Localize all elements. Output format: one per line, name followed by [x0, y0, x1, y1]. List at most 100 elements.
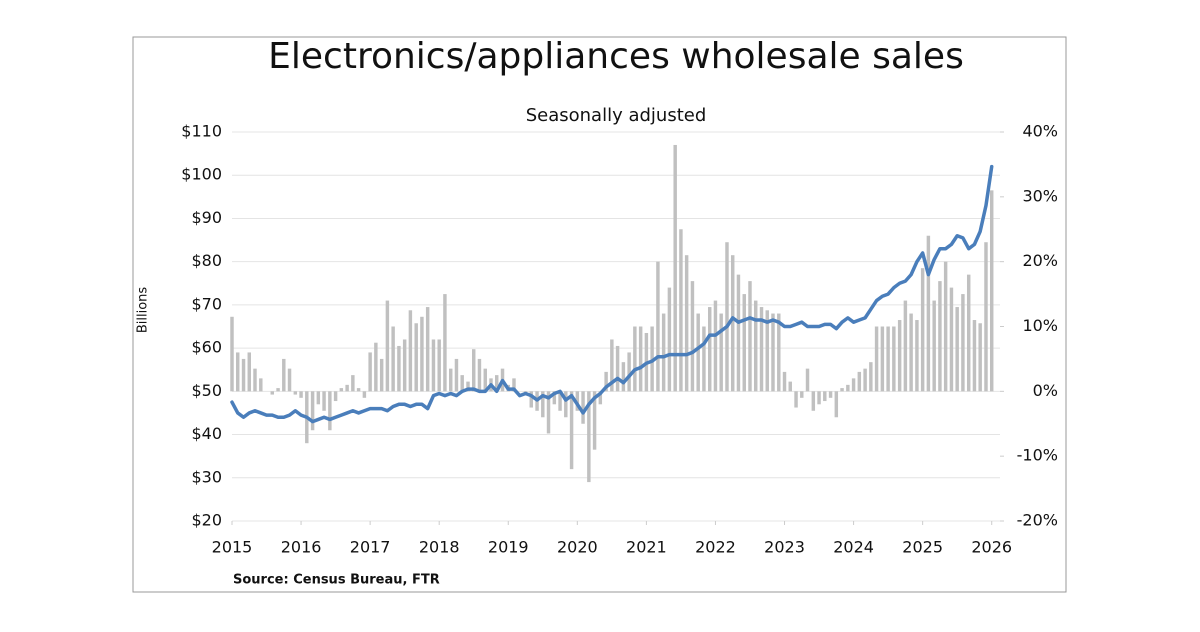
bar: [512, 378, 516, 392]
y-tick-label: $40: [191, 424, 222, 443]
x-tick-label: 2019: [488, 538, 529, 557]
x-tick-label: 2026: [971, 538, 1012, 557]
bar: [425, 307, 430, 392]
bar: [449, 368, 453, 392]
bar: [598, 391, 603, 405]
bar: [466, 381, 470, 392]
bar: [972, 320, 977, 392]
bar: [961, 294, 965, 392]
y2-tick-label: -10%: [1017, 446, 1058, 465]
x-tick-label: 2016: [281, 538, 322, 557]
bar: [892, 326, 896, 392]
bar: [943, 261, 948, 392]
bar: [690, 281, 695, 392]
bar: [817, 391, 821, 405]
bar: [391, 326, 395, 392]
bar: [270, 391, 274, 395]
y2-tick-label: 20%: [1022, 251, 1058, 270]
bar: [782, 371, 787, 392]
x-tick-label: 2020: [557, 538, 598, 557]
bar: [955, 307, 959, 392]
y-tick-label: $30: [191, 467, 222, 486]
bar: [431, 339, 436, 392]
bar: [725, 242, 729, 392]
bar: [851, 378, 856, 392]
bar: [978, 323, 982, 392]
bar: [316, 391, 321, 405]
bar: [408, 310, 413, 392]
bar: [368, 352, 372, 392]
bar: [494, 375, 499, 392]
bar: [362, 391, 367, 398]
bar: [287, 368, 292, 392]
bar: [696, 313, 700, 392]
bar: [241, 358, 246, 392]
bar: [276, 388, 280, 392]
bar: [592, 391, 597, 450]
bar: [460, 375, 464, 392]
bar: [869, 362, 873, 392]
bar: [909, 313, 913, 392]
bar: [800, 391, 804, 398]
bar: [322, 391, 326, 411]
chart-subtitle: Seasonally adjusted: [526, 105, 707, 126]
bar: [443, 294, 447, 392]
x-tick-label: 2023: [764, 538, 805, 557]
bar: [437, 339, 441, 392]
bar: [339, 388, 344, 392]
bar: [333, 391, 338, 402]
bar: [402, 339, 407, 392]
bar: [615, 345, 620, 392]
x-tick-label: 2025: [902, 538, 943, 557]
bar: [903, 300, 908, 392]
chart-title: Electronics/appliances wholesale sales: [268, 36, 964, 77]
bar: [569, 391, 574, 470]
bar: [638, 326, 643, 392]
bar: [293, 391, 298, 395]
bar: [719, 313, 723, 392]
source-note: Source: Census Bureau, FTR: [233, 573, 440, 588]
bar: [558, 391, 562, 411]
bar: [707, 307, 712, 392]
bar: [874, 326, 879, 392]
bar: [477, 358, 482, 392]
bar: [414, 323, 418, 392]
bar: [581, 391, 585, 424]
bar: [926, 235, 931, 392]
y-axis-label: Billions: [136, 287, 151, 334]
bar: [742, 294, 746, 392]
bar: [805, 368, 810, 392]
bar: [247, 352, 251, 392]
bar: [661, 313, 666, 392]
bar: [253, 368, 257, 392]
bar: [880, 326, 885, 392]
bar: [667, 287, 672, 392]
bar: [351, 375, 355, 392]
bar: [840, 388, 844, 392]
bar: [610, 339, 614, 392]
bar: [587, 391, 591, 483]
bar: [529, 391, 533, 408]
x-tick-label: 2021: [626, 538, 667, 557]
bar: [886, 326, 890, 392]
bar: [328, 391, 332, 431]
bar: [834, 391, 839, 418]
bar: [713, 300, 718, 392]
bar: [552, 391, 557, 405]
bar: [897, 320, 902, 392]
bar: [828, 391, 833, 398]
bar: [777, 313, 781, 392]
y2-tick-label: 30%: [1022, 186, 1058, 205]
bar: [863, 368, 867, 392]
y-tick-label: $70: [191, 294, 222, 313]
bar: [846, 384, 850, 392]
y-tick-label: $90: [191, 208, 222, 227]
bar: [736, 274, 741, 392]
bar: [730, 255, 735, 392]
x-tick-label: 2017: [350, 538, 391, 557]
y-tick-label: $20: [191, 511, 222, 530]
bar: [575, 391, 580, 411]
bar: [920, 268, 925, 392]
bar: [857, 371, 862, 392]
